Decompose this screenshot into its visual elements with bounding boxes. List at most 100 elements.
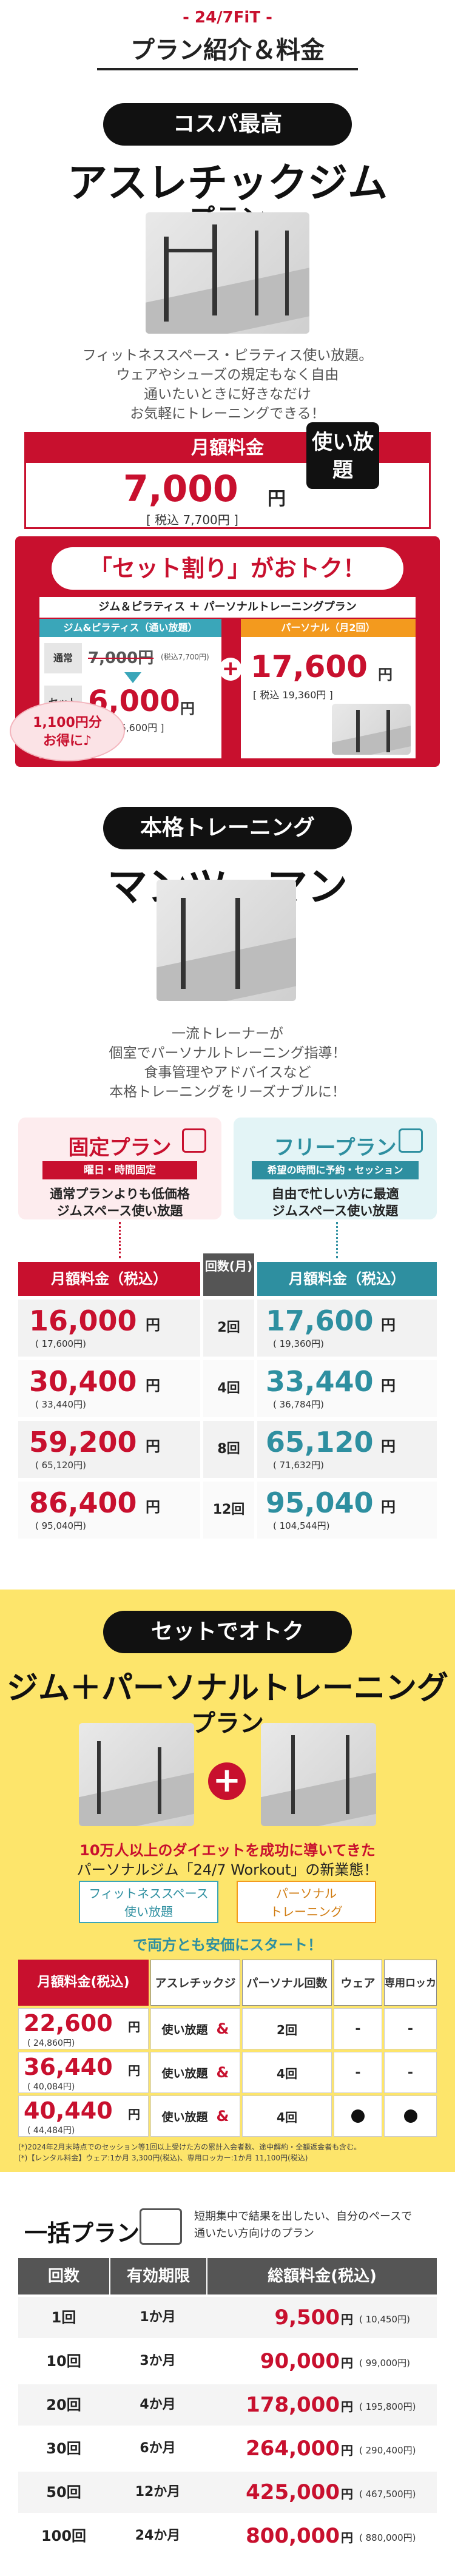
lump-yen: 円 (341, 2399, 353, 2414)
mtm-right-tax: ( 104,544円) (273, 1520, 330, 1531)
lump-period: 4か月 (140, 2397, 176, 2412)
combo-count: 4回 (242, 2052, 332, 2093)
lump-count: 20回 (46, 2396, 81, 2413)
fitness-space-box: フィットネススペース 使い放題 (79, 1881, 218, 1923)
mtm-th-left: 月額料金（税込） (18, 1262, 200, 1296)
combo-th-locker: 専用ロッカー (384, 1960, 437, 2035)
combo-th-price: 月額料金(税込) (18, 1960, 149, 2006)
combo-gym: 使い放題 & (150, 2096, 240, 2137)
combo-lead2: パーソナルジム「24/7 Workout」の新業態！ (76, 1861, 379, 1878)
mtm-row-left: 30,400 円 ( 33,440円) (18, 1360, 200, 1417)
calendar-icon (182, 1128, 206, 1153)
combo-yen: 円 (128, 2107, 140, 2122)
combo-tax: ( 40,084円) (27, 2082, 75, 2092)
lump-period: 12か月 (135, 2484, 181, 2500)
lump-period: 24か月 (135, 2528, 181, 2543)
savings-bubble: 1,100円分 お得に♪ (10, 701, 125, 761)
lump-period: 6か月 (140, 2441, 176, 2456)
personal-training-box: パーソナル トレーニング (237, 1881, 376, 1923)
lump-price: 425,000 (246, 2480, 340, 2504)
unlimited-badge: 使い放題 (306, 422, 379, 489)
mtm-right-price: 17,600 (266, 1304, 374, 1337)
mtm-th-right: 月額料金（税込） (257, 1262, 437, 1296)
lump-tax: ( 99,000円) (359, 2358, 410, 2369)
free-arrow (336, 1222, 338, 1258)
athletic-title: アスレチックジム (67, 160, 388, 206)
personal-training-photo (261, 1723, 376, 1826)
plus-icon: + (219, 658, 242, 681)
lump-price: 178,000 (246, 2393, 340, 2417)
mtm-left-tax: ( 17,600円) (35, 1338, 86, 1349)
combo-th-count: パーソナル回数(月) (242, 1960, 332, 2036)
mtm-row-count: 2回 (203, 1300, 254, 1357)
lump-price: 264,000 (246, 2436, 340, 2461)
lump-yen: 円 (341, 2487, 353, 2501)
combo-wear: - (334, 2052, 382, 2093)
right-yen: 円 (378, 666, 393, 683)
locker-included-icon (403, 2109, 417, 2123)
private-room-photo (157, 880, 296, 1001)
combo-row-price: 40,440 円 ( 44,484円) (18, 2096, 149, 2137)
lump-price: 800,000 (246, 2524, 340, 2548)
mtm-th-count: 回数(月) (203, 1253, 254, 1296)
lump-row: 10回 3か月 90,000 円 ( 99,000円) (18, 2341, 437, 2382)
mtm-left-yen: 円 (146, 1499, 160, 1516)
free-plan-card: フリープラン 希望の時間に予約・セッション 自由で忙しい方に最適 ジムスペース使… (234, 1118, 437, 1219)
mtm-left-price: 86,400 (29, 1486, 137, 1519)
page-header: - 24/7FiT - プラン紹介＆料金 (0, 0, 455, 79)
combo-row-price: 36,440 円 ( 40,084円) (18, 2052, 149, 2093)
mtm-description: 一流トレーナーが 個室でパーソナルトレーニング指導！ 食事管理やアドバイスなど 本格ト… (109, 1026, 346, 1100)
combo-gym: 使い放題 & (150, 2008, 240, 2049)
combo-row-price: 22,600 円 ( 24,860円) (18, 2008, 149, 2049)
combo-price: 36,440 (24, 2054, 113, 2080)
mtm-row-right: 65,120 円 ( 71,632円) (257, 1421, 437, 1478)
mtm-right-price: 95,040 (266, 1486, 374, 1519)
combo-tax: ( 24,860円) (27, 2038, 75, 2048)
mtm-row-count: 8回 (203, 1421, 254, 1478)
mtm-row-count: 4回 (203, 1360, 254, 1417)
combo-locker: - (384, 2008, 437, 2049)
calendar-icon-2 (140, 2208, 182, 2245)
combo-locker: - (384, 2052, 437, 2093)
lump-tax: ( 10,450円) (359, 2314, 410, 2325)
mtm-right-tax: ( 36,784円) (273, 1399, 324, 1410)
lump-price: 9,500 (274, 2305, 340, 2330)
header-subtitle: - 24/7FiT - (183, 8, 272, 27)
header-underline (97, 68, 358, 70)
lump-count: 100回 (41, 2527, 87, 2544)
free-plan-line2: ジムスペース使い放題 (272, 1204, 399, 1218)
mtm-row-left: 59,200 円 ( 65,120円) (18, 1421, 200, 1478)
mtm-right-yen: 円 (381, 1377, 396, 1394)
athletic-tax: [ 税込 7,700円 ] (146, 513, 238, 527)
combo-notes: (*)2024年2月末時点でのセッション等1回以上受けた方の累計入会者数、途中解… (18, 2143, 362, 2162)
left-column-header: ジム&ピラティス（通い放題） (39, 619, 221, 637)
gym-floor-photo (79, 1723, 194, 1826)
lump-row: 30回 6か月 264,000 円 ( 290,400円) (18, 2428, 437, 2469)
right-column-header: パーソナル（月2回） (241, 619, 416, 637)
fixed-plan-card: 固定プラン 曜日・時間固定 通常プランよりも低価格 ジムスペース使い放題 (18, 1118, 221, 1219)
combo-gym: 使い放題 & (150, 2052, 240, 2093)
lump-row: 20回 4か月 178,000 円 ( 195,800円) (18, 2384, 437, 2426)
mtm-row-right: 17,600 円 ( 19,360円) (257, 1300, 437, 1357)
lump-title: 一括プラン (24, 2220, 140, 2247)
combo-price: 22,600 (24, 2010, 113, 2037)
fixed-plan-title: 固定プラン (68, 1136, 172, 1160)
free-plan-title: フリープラン (274, 1136, 397, 1160)
free-plan-tag: 希望の時間に予約・セッション (252, 1161, 419, 1179)
lump-tax: ( 467,500円) (359, 2489, 416, 2500)
fixed-plan-line2: ジムスペース使い放題 (56, 1204, 183, 1218)
lump-yen: 円 (341, 2312, 353, 2327)
athletic-price: 7,000 (123, 468, 238, 510)
mtm-row-count: 12回 (203, 1482, 254, 1539)
mtm-left-yen: 円 (146, 1317, 160, 1334)
mtm-row-left: 86,400 円 ( 95,040円) (18, 1482, 200, 1539)
wear-included-icon (351, 2109, 365, 2123)
lump-yen: 円 (341, 2443, 353, 2458)
mtm-left-price: 59,200 (29, 1426, 137, 1458)
lump-price: 90,000 (260, 2349, 340, 2373)
free-plan-line1: 自由で忙しい方に最適 (271, 1187, 399, 1201)
combo-plus-icon: + (208, 1762, 246, 1800)
combo-wear: - (334, 2008, 382, 2049)
right-tax: [ 税込 19,360円 ] (253, 689, 333, 701)
set-yen: 円 (180, 700, 195, 717)
